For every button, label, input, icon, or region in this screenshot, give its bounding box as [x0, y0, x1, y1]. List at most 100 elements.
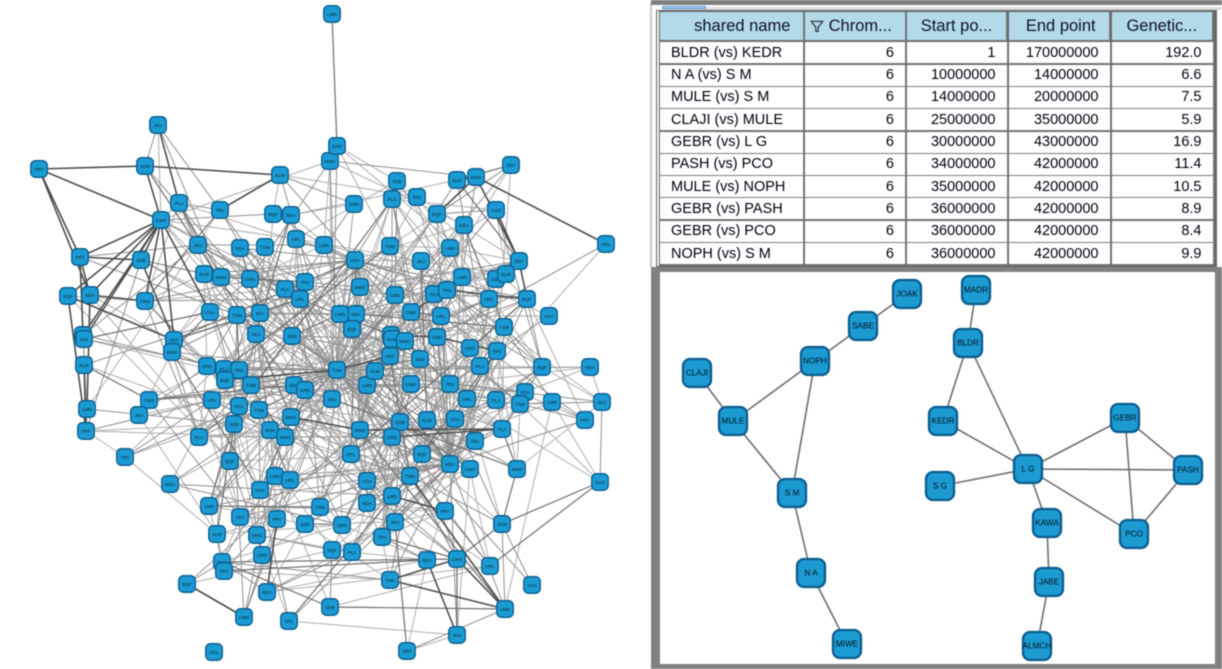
- svg-text:CWS: CWS: [406, 382, 417, 387]
- svg-text:GRD: GRD: [465, 346, 476, 351]
- svg-text:LMN: LMN: [327, 12, 337, 17]
- svg-text:PLA: PLA: [195, 435, 205, 440]
- svg-text:PLA: PLA: [476, 364, 486, 369]
- svg-text:TRV: TRV: [445, 382, 455, 387]
- svg-text:JKU: JKU: [598, 400, 607, 405]
- svg-text:KLW: KLW: [275, 173, 285, 178]
- svg-text:LMN: LMN: [204, 504, 214, 509]
- svg-text:GEBR: GEBR: [1113, 414, 1136, 423]
- svg-text:ALMCH: ALMCH: [1023, 642, 1052, 651]
- svg-text:NDA: NDA: [585, 365, 596, 370]
- svg-text:KLW: KLW: [370, 369, 380, 374]
- svg-text:BQF: BQF: [347, 327, 357, 332]
- svg-text:SDB: SDB: [229, 422, 238, 427]
- svg-text:CLAJI: CLAJI: [686, 369, 708, 378]
- svg-text:TRV: TRV: [470, 439, 480, 444]
- svg-text:PCO: PCO: [1125, 530, 1143, 539]
- svg-text:NDA: NDA: [459, 223, 470, 228]
- svg-text:JKU: JKU: [328, 397, 337, 402]
- svg-text:MNO: MNO: [216, 275, 227, 280]
- svg-text:NOPH: NOPH: [803, 357, 827, 366]
- svg-text:MNO: MNO: [252, 533, 263, 538]
- svg-text:MIWE: MIWE: [836, 640, 859, 649]
- svg-text:KLW: KLW: [199, 272, 209, 277]
- svg-text:PRT: PRT: [81, 429, 90, 434]
- svg-text:VGA: VGA: [520, 390, 531, 395]
- svg-text:HPL: HPL: [296, 297, 305, 302]
- svg-text:JKU: JKU: [236, 515, 245, 520]
- svg-text:SDB: SDB: [491, 277, 500, 282]
- svg-text:HPL: HPL: [602, 242, 611, 247]
- svg-text:PRT: PRT: [169, 338, 178, 343]
- svg-text:JKU: JKU: [80, 337, 89, 342]
- svg-text:CWS: CWS: [335, 312, 346, 317]
- svg-text:BQF: BQF: [417, 452, 427, 457]
- svg-text:MADR: MADR: [964, 286, 988, 295]
- svg-text:LMN: LMN: [457, 275, 467, 280]
- svg-text:VGA: VGA: [544, 314, 555, 319]
- svg-text:SDB: SDB: [392, 179, 401, 184]
- svg-text:JKU: JKU: [135, 413, 144, 418]
- svg-text:VGA: VGA: [450, 417, 461, 422]
- svg-text:LMN: LMN: [445, 246, 455, 251]
- svg-text:PLA: PLA: [348, 550, 358, 555]
- svg-text:JKU: JKU: [391, 520, 400, 525]
- svg-text:TRV: TRV: [300, 280, 310, 285]
- svg-text:CWS: CWS: [144, 398, 155, 403]
- svg-text:TSM: TSM: [260, 245, 270, 250]
- svg-text:JKU: JKU: [154, 123, 163, 128]
- svg-text:PLA: PLA: [430, 292, 440, 297]
- svg-text:GRD: GRD: [432, 335, 443, 340]
- svg-text:HPL: HPL: [347, 452, 356, 457]
- svg-text:JKU: JKU: [453, 633, 462, 638]
- svg-text:NDA: NDA: [286, 213, 297, 218]
- svg-text:NDA: NDA: [351, 312, 362, 317]
- svg-text:LMN: LMN: [500, 607, 510, 612]
- svg-text:BQF: BQF: [63, 294, 73, 299]
- svg-text:PRT: PRT: [580, 418, 589, 423]
- svg-text:HPL: HPL: [208, 398, 217, 403]
- svg-text:CWS: CWS: [239, 615, 250, 620]
- svg-text:KLW: KLW: [265, 428, 275, 433]
- svg-text:PRT: PRT: [402, 649, 411, 654]
- svg-text:MNO: MNO: [280, 435, 291, 440]
- svg-text:SDB: SDB: [415, 357, 424, 362]
- svg-text:TRV: TRV: [442, 288, 452, 293]
- svg-text:TSM: TSM: [315, 505, 325, 510]
- svg-text:SDB: SDB: [325, 605, 334, 610]
- svg-text:HPL: HPL: [485, 297, 494, 302]
- svg-text:TSM: TSM: [246, 383, 256, 388]
- svg-text:MULE: MULE: [722, 417, 745, 426]
- svg-text:HPL: HPL: [437, 314, 446, 319]
- svg-text:SDB: SDB: [497, 522, 506, 527]
- svg-text:HPL: HPL: [292, 237, 301, 242]
- svg-text:PLA: PLA: [388, 197, 398, 202]
- svg-text:BQF: BQF: [220, 378, 230, 383]
- svg-text:CWS: CWS: [406, 310, 417, 315]
- svg-text:KLW: KLW: [422, 418, 432, 423]
- svg-text:PLA: PLA: [492, 398, 502, 403]
- svg-text:VGA: VGA: [255, 488, 266, 493]
- svg-text:BLDR: BLDR: [957, 339, 979, 348]
- svg-text:CWS: CWS: [491, 208, 502, 213]
- svg-text:CWS: CWS: [465, 467, 476, 472]
- svg-text:JOAK: JOAK: [896, 290, 918, 299]
- svg-text:PRT: PRT: [75, 255, 84, 260]
- svg-text:NDA: NDA: [85, 293, 96, 298]
- svg-text:BQF: BQF: [522, 297, 532, 302]
- svg-text:PRT: PRT: [385, 354, 394, 359]
- svg-text:KEDR: KEDR: [932, 417, 955, 426]
- svg-text:SDB: SDB: [136, 258, 145, 263]
- svg-text:TRV: TRV: [215, 208, 225, 213]
- svg-text:PLA: PLA: [281, 287, 291, 292]
- svg-text:SDB: SDB: [300, 522, 309, 527]
- svg-text:GRD: GRD: [337, 523, 348, 528]
- svg-text:TSM: TSM: [499, 325, 509, 330]
- svg-text:HPL: HPL: [463, 397, 472, 402]
- svg-text:MNO: MNO: [167, 350, 178, 355]
- svg-text:JKU: JKU: [252, 332, 261, 337]
- svg-text:TSM: TSM: [254, 408, 264, 413]
- svg-text:GRD: GRD: [300, 388, 311, 393]
- svg-text:MNO: MNO: [400, 339, 411, 344]
- svg-text:KLW: KLW: [79, 363, 89, 368]
